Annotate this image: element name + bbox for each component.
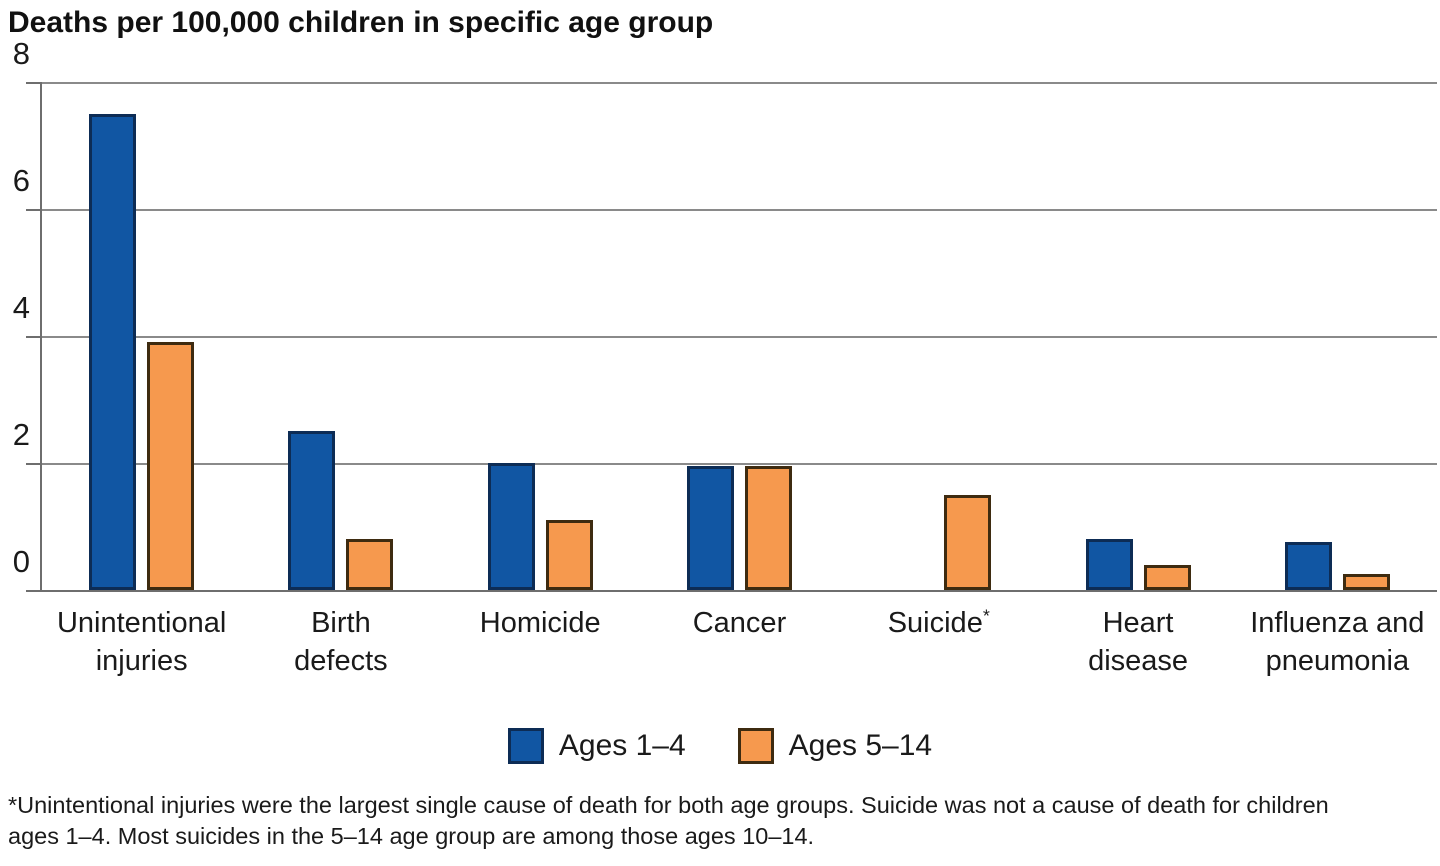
category-label-cancer: Cancer <box>692 607 787 639</box>
bar-unintentional-injuries-series-0 <box>89 113 137 590</box>
bar-group-1 <box>241 82 440 590</box>
y-tick-6 <box>26 209 40 211</box>
legend-item-ages-5-14: Ages 5–14 <box>737 728 933 764</box>
bar-heart-disease-series-1 <box>1143 564 1191 590</box>
gridline-6 <box>42 209 1437 211</box>
x-axis-line <box>40 590 1437 592</box>
category-label-influenza-and-pneumonia: Influenza and pneumonia <box>1250 607 1425 677</box>
bar-heart-disease-series-0 <box>1085 539 1133 590</box>
legend-label-ages-1-4: Ages 1–4 <box>558 729 686 762</box>
legend-swatch-ages-5-14 <box>737 728 774 764</box>
bar-influenza-and-pneumonia-series-1 <box>1342 574 1390 590</box>
bar-homicide-series-1 <box>545 520 593 590</box>
y-tick-label-6: 6 <box>12 163 30 198</box>
plot-area: 0 2 4 6 8 <box>13 38 1437 592</box>
gridline-4 <box>42 336 1437 338</box>
bar-group-2 <box>441 82 640 590</box>
bar-homicide-series-0 <box>487 463 535 590</box>
chart-title: Deaths per 100,000 children in specific … <box>8 6 714 39</box>
bar-group-6 <box>1238 82 1437 590</box>
y-tick-label-8: 8 <box>12 36 30 71</box>
y-tick-label-4: 4 <box>12 290 30 325</box>
y-tick-8 <box>26 82 40 84</box>
category-label-unintentional-injuries: Unintentional injuries <box>56 607 227 677</box>
bar-cancer-series-0 <box>686 466 734 590</box>
category-label-suicide: Suicide* <box>887 605 990 639</box>
bar-influenza-and-pneumonia-series-0 <box>1284 542 1332 590</box>
bar-group-4 <box>839 82 1038 590</box>
bar-birth-defects-series-1 <box>346 539 394 590</box>
bar-birth-defects-series-0 <box>288 431 336 590</box>
legend: Ages 1–4 Ages 5–14 <box>0 728 1440 764</box>
category-label-homicide: Homicide <box>479 607 601 639</box>
bar-suicide-series-1 <box>944 494 992 590</box>
legend-item-ages-1-4: Ages 1–4 <box>507 728 686 764</box>
gridline-8 <box>42 82 1437 84</box>
bar-cancer-series-1 <box>744 466 792 590</box>
bar-group-3 <box>640 82 839 590</box>
y-tick-label-2: 2 <box>12 417 30 452</box>
bar-unintentional-injuries-series-1 <box>147 342 195 590</box>
legend-swatch-ages-1-4 <box>507 728 544 764</box>
legend-label-ages-5-14: Ages 5–14 <box>788 729 933 762</box>
bar-group-5 <box>1038 82 1237 590</box>
footnote-asterisk: * <box>982 605 990 626</box>
category-label-heart-disease: Heart disease <box>1088 607 1189 677</box>
y-tick-label-0: 0 <box>12 544 30 579</box>
category-label-birth-defects: Birth defects <box>294 607 388 677</box>
y-tick-4 <box>26 336 40 338</box>
x-axis-category-labels: Unintentional injuries Birth defects Homicid… <box>42 604 1437 680</box>
y-tick-0 <box>26 590 40 592</box>
gridline-2 <box>42 463 1437 465</box>
bar-groups <box>42 82 1437 590</box>
y-axis-line <box>40 82 42 592</box>
footnote: *Unintentional injuries were the largest… <box>8 792 1329 849</box>
bar-group-0 <box>42 82 241 590</box>
y-tick-2 <box>26 463 40 465</box>
